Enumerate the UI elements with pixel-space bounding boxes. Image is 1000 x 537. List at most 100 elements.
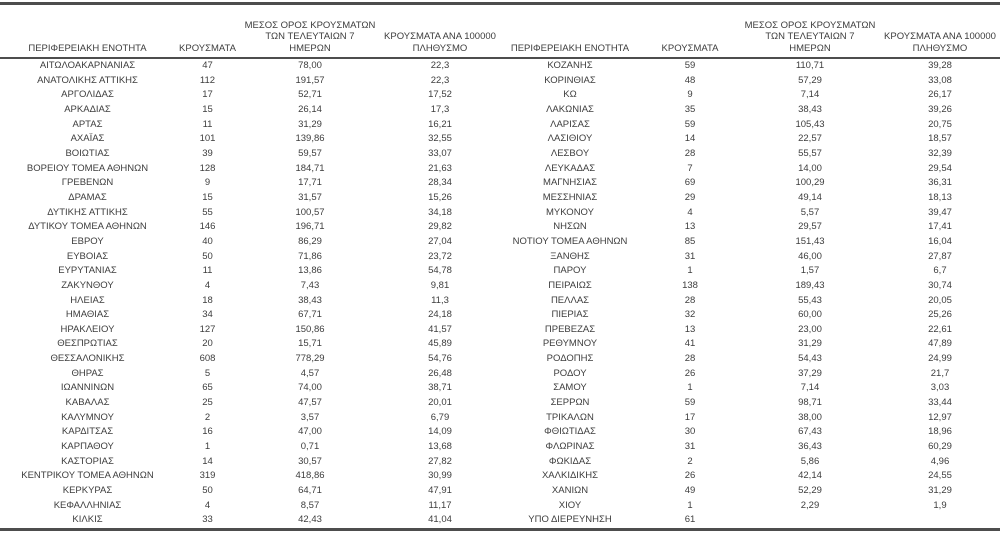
region-name-cell: ΛΕΣΒΟΥ [550,147,590,159]
table-row: ΛΕΣΒΟΥ 28 55,57 32,39 [500,147,1000,162]
per100k-cell: 6,7 [933,265,947,277]
cases-cell: 50 [202,485,213,497]
table-row: ΔΡΑΜΑΣ 15 31,57 15,26 [0,191,500,206]
region-name-cell: ΑΡΤΑΣ [72,118,103,130]
table-row: ΗΡΑΚΛΕΙΟΥ 127 150,86 41,57 [0,323,500,338]
avg7-cell: 418,86 [295,470,325,482]
table-row: ΡΟΔΟΥ 26 37,29 21,7 [500,367,1000,382]
table-row: ΖΑΚΥΝΘΟΥ 4 7,43 9,81 [0,279,500,294]
avg7-cell: 8,57 [300,499,320,511]
avg7-cell: 139,86 [295,133,325,145]
table-row: ΦΘΙΩΤΙΔΑΣ 30 67,43 18,96 [500,425,1000,440]
avg7-cell: 55,43 [798,294,822,306]
avg7-cell: 100,29 [795,177,825,189]
region-name-cell: ΙΩΑΝΝΙΝΩΝ [60,382,115,394]
region-name-cell: ΔΥΤΙΚΗΣ ΑΤΤΙΚΗΣ [47,206,128,218]
cases-cell: 1 [204,441,211,453]
region-name-cell: ΘΕΣΠΡΩΤΙΑΣ [57,338,118,350]
per100k-cell: 25,26 [928,309,952,321]
per100k-cell: 1,9 [933,499,947,511]
per100k-cell: 33,44 [928,397,952,409]
cases-cell: 31 [684,441,696,453]
avg7-cell: 54,43 [798,353,822,365]
region-name-cell: ΠΕΙΡΑΙΩΣ [548,279,592,291]
table-row: ΥΠΟ ΔΙΕΡΕΥΝΗΣΗ 61 [500,513,1000,528]
region-name-cell: ΜΥΚΟΝΟΥ [546,206,594,218]
avg7-cell: 22,57 [798,133,822,145]
cases-cell: 25 [202,397,213,409]
avg7-cell: 3,57 [300,411,320,423]
region-name-cell: ΞΑΝΘΗΣ [550,250,590,262]
avg7-cell: 37,29 [798,367,822,379]
per100k-cell: 31,29 [928,485,952,497]
table-row: ΚΕΦΑΛΛΗΝΙΑΣ 4 8,57 11,17 [0,499,500,514]
avg7-cell: 14,00 [798,162,822,174]
cases-cell: 40 [202,235,213,247]
header-region: ΠΕΡΙΦΕΡΕΙΑΚΗ ΕΝΟΤΗΤΑ [500,5,640,59]
per100k-cell: 17,41 [928,221,952,233]
right-table-panel: ΠΕΡΙΦΕΡΕΙΑΚΗ ΕΝΟΤΗΤΑ ΚΡΟΥΣΜΑΤΑ ΜΕΣΟΣ ΟΡΟ… [500,5,1000,528]
cases-cell: 28 [684,147,696,159]
region-name-cell: ΔΡΑΜΑΣ [68,191,107,203]
per100k-cell: 41,04 [428,514,452,526]
avg7-cell: 49,14 [798,191,822,203]
cases-cell: 4 [204,279,211,291]
cases-cell: 15 [202,191,213,203]
avg7-cell: 191,57 [295,74,325,86]
header-per100k: ΚΡΟΥΣΜΑΤΑ ΑΝΑ 100000 ΠΛΗΘΥΣΜΟ [880,5,1000,59]
table-row: ΡΕΘΥΜΝΟΥ 41 31,29 47,89 [500,337,1000,352]
cases-cell: 2 [204,411,211,423]
table-row: ΦΩΚΙΔΑΣ 2 5,86 4,96 [500,455,1000,470]
header-row: ΠΕΡΙΦΕΡΕΙΑΚΗ ΕΝΟΤΗΤΑ ΚΡΟΥΣΜΑΤΑ ΜΕΣΟΣ ΟΡΟ… [0,5,500,59]
table-row: ΑΡΓΟΛΙΔΑΣ 17 52,71 17,52 [0,88,500,103]
per100k-cell: 11,17 [428,499,452,511]
cases-cell: 33 [202,514,213,526]
per100k-cell: 30,74 [928,279,952,291]
cases-cell: 128 [199,162,216,174]
left-table-panel: ΠΕΡΙΦΕΡΕΙΑΚΗ ΕΝΟΤΗΤΑ ΚΡΟΥΣΜΑΤΑ ΜΕΣΟΣ ΟΡΟ… [0,5,500,528]
table-row: ΚΑΛΥΜΝΟΥ 2 3,57 6,79 [0,411,500,426]
per100k-cell: 22,3 [430,60,450,71]
avg7-cell: 189,43 [795,279,825,291]
per100k-cell: 24,18 [428,309,452,321]
per100k-cell: 24,55 [928,470,952,482]
cases-cell: 17 [684,411,696,423]
per100k-cell: 20,75 [928,118,952,130]
table-row: ΠΙΕΡΙΑΣ 32 60,00 25,26 [500,308,1000,323]
per100k-cell: 30,99 [428,470,452,482]
region-name-cell: ΚΕΦΑΛΛΗΝΙΑΣ [53,499,122,511]
cases-cell: 29 [684,191,696,203]
cases-cell: 1 [687,499,693,511]
avg7-cell: 7,43 [300,279,320,291]
cases-cell: 9 [204,177,211,189]
per100k-cell: 27,87 [928,250,952,262]
table-row: ΚΙΛΚΙΣ 33 42,43 41,04 [0,513,500,528]
cases-cell: 9 [687,89,693,101]
cases-cell: 47 [202,60,213,71]
region-name-cell: ΠΙΕΡΙΑΣ [551,309,589,321]
avg7-cell: 13,86 [298,265,322,277]
table-row: ΒΟΡΕΙΟΥ ΤΟΜΕΑ ΑΘΗΝΩΝ 128 184,71 21,63 [0,162,500,177]
region-name-cell: ΚΑΒΑΛΑΣ [65,397,110,409]
table-row: ΧΑΛΚΙΔΙΚΗΣ 26 42,14 24,55 [500,469,1000,484]
table-row: ΕΒΡΟΥ 40 86,29 27,04 [0,235,500,250]
region-name-cell: ΣΕΡΡΩΝ [550,397,590,409]
avg7-cell: 110,71 [795,60,825,71]
cases-cell: 41 [684,338,696,350]
table-row: ΚΑΒΑΛΑΣ 25 47,57 20,01 [0,396,500,411]
cases-cell: 59 [684,60,696,71]
header-avg7: ΜΕΣΟΣ ΟΡΟΣ ΚΡΟΥΣΜΑΤΩΝ ΤΩΝ ΤΕΛΕΥΤΑΙΩΝ 7 Η… [240,5,380,59]
table-row: ΛΑΚΩΝΙΑΣ 35 38,43 39,26 [500,103,1000,118]
region-name-cell: ΠΑΡΟΥ [553,265,587,277]
region-name-cell: ΗΛΕΙΑΣ [70,294,105,306]
table-row: ΦΛΩΡΙΝΑΣ 31 36,43 60,29 [500,440,1000,455]
table-row: ΚΩ 9 7,14 26,17 [500,88,1000,103]
region-name-cell: ΚΑΣΤΟΡΙΑΣ [61,455,114,467]
cases-cell: 20 [202,338,213,350]
per100k-cell: 22,3 [430,74,450,86]
region-name-cell: ΖΑΚΥΝΘΟΥ [61,279,114,291]
table-row: ΧΑΝΙΩΝ 49 52,29 31,29 [500,484,1000,499]
cases-cell: 11 [202,118,213,130]
per100k-cell: 18,13 [928,191,952,203]
avg7-cell: 151,43 [795,235,825,247]
